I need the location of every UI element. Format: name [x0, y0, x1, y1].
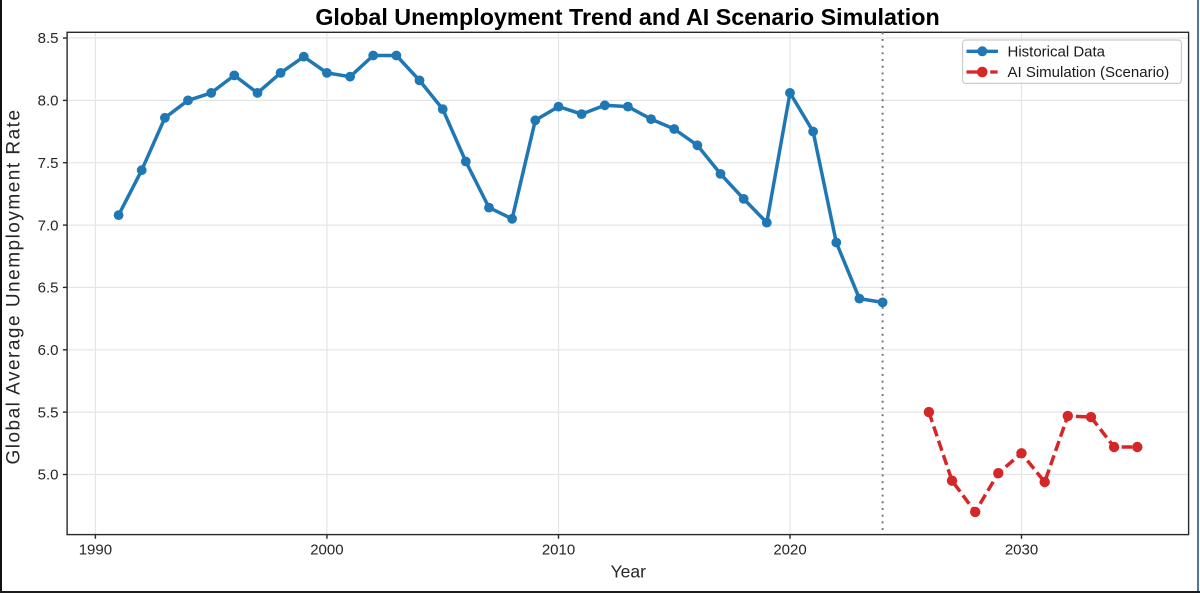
svg-text:2000: 2000 — [310, 542, 343, 559]
svg-text:7.0: 7.0 — [38, 217, 59, 234]
svg-text:Historical Data: Historical Data — [1008, 44, 1106, 61]
svg-text:7.5: 7.5 — [38, 155, 59, 172]
svg-text:AI Simulation (Scenario): AI Simulation (Scenario) — [1008, 64, 1170, 81]
svg-text:8.5: 8.5 — [38, 30, 59, 47]
svg-text:5.0: 5.0 — [38, 467, 59, 484]
svg-text:Year: Year — [611, 562, 647, 582]
svg-text:1990: 1990 — [79, 542, 112, 559]
svg-text:2030: 2030 — [1005, 542, 1038, 559]
svg-text:Global Unemployment Trend and: Global Unemployment Trend and AI Scenari… — [315, 4, 939, 30]
svg-text:6.0: 6.0 — [38, 342, 59, 359]
svg-text:8.0: 8.0 — [38, 93, 59, 110]
svg-text:6.5: 6.5 — [38, 280, 59, 297]
svg-text:2020: 2020 — [773, 542, 806, 559]
svg-text:Global Average Unemployment Ra: Global Average Unemployment Rate — [4, 108, 25, 464]
svg-text:5.5: 5.5 — [38, 404, 59, 421]
svg-text:2010: 2010 — [542, 542, 575, 559]
